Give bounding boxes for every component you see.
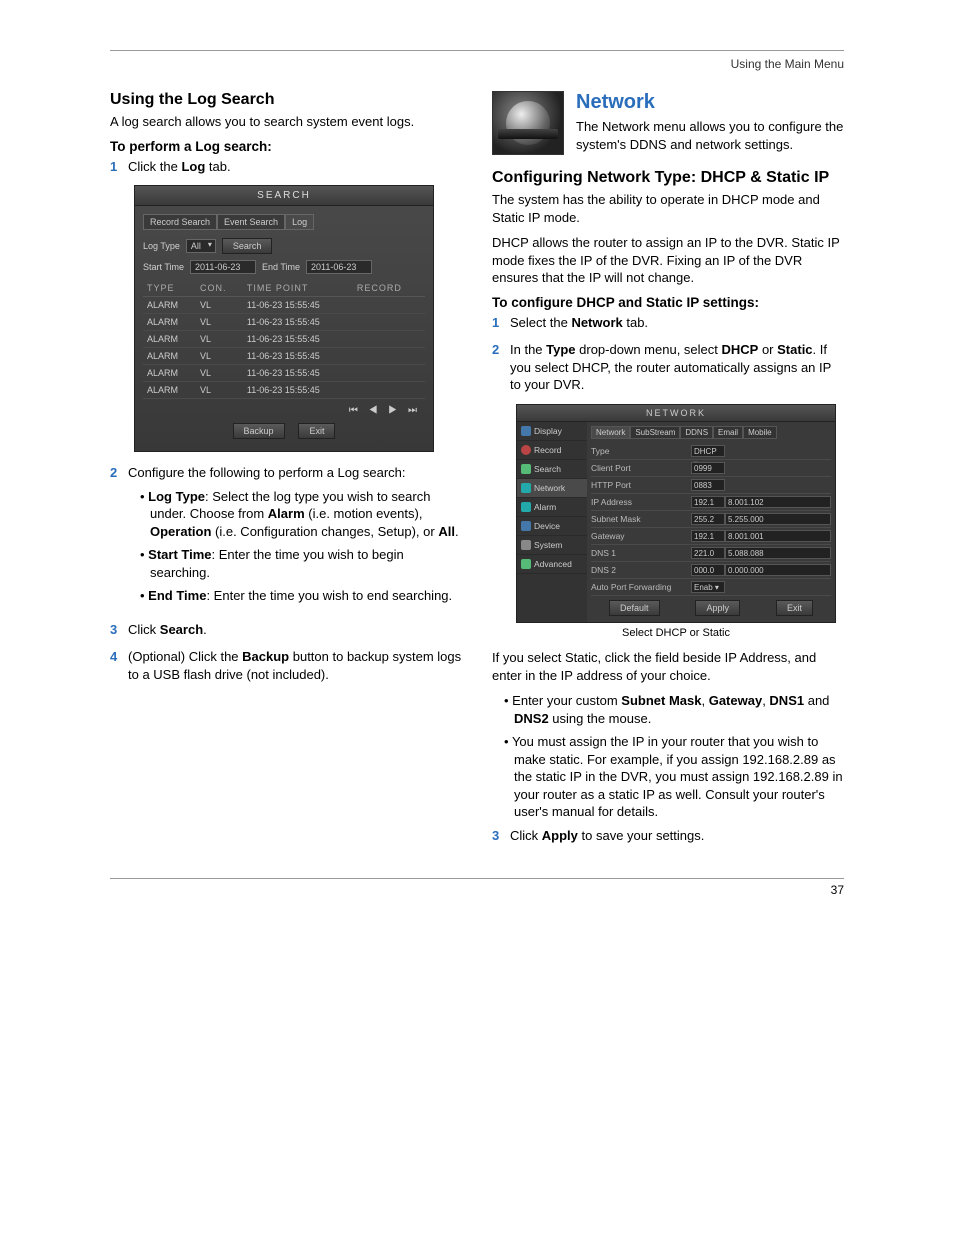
network-row: DNS 1221.05.088.088 xyxy=(591,545,831,562)
network-row: Auto Port ForwardingEnab ▾ xyxy=(591,579,831,596)
network-shot-title: NETWORK xyxy=(517,405,835,422)
table-row: ALARMVL11-06-23 15:55:45 xyxy=(143,314,425,331)
bullet-router: You must assign the IP in your router th… xyxy=(504,733,844,821)
ntab-mobile[interactable]: Mobile xyxy=(743,426,777,439)
search-screenshot: SEARCH Record Search Event Search Log Lo… xyxy=(134,185,434,452)
net-input[interactable]: 221.0 xyxy=(691,547,725,559)
rstep2: In the Type drop-down menu, select DHCP … xyxy=(510,341,844,394)
step-num: 2 xyxy=(492,341,510,394)
logtype-label: Log Type xyxy=(143,241,180,251)
table-row: ALARMVL11-06-23 15:55:45 xyxy=(143,331,425,348)
log-search-heading: Using the Log Search xyxy=(110,91,462,109)
net-input[interactable]: 8.001.001 xyxy=(725,530,831,542)
net-input[interactable]: 192.1 xyxy=(691,496,725,508)
dhcp-sub: To configure DHCP and Static IP settings… xyxy=(492,295,844,310)
sidebar-item-device[interactable]: Device xyxy=(517,517,587,536)
search-title: SEARCH xyxy=(135,186,433,206)
ntab-network[interactable]: Network xyxy=(591,426,630,439)
network-tabs: Network SubStream DDNS Email Mobile xyxy=(591,426,831,439)
ntab-ddns[interactable]: DDNS xyxy=(680,426,713,439)
log-table: TYPE CON. TIME POINT RECORD ALARMVL11-06… xyxy=(143,280,425,399)
ntab-substream[interactable]: SubStream xyxy=(630,426,680,439)
step-num: 2 xyxy=(110,464,128,611)
sidebar-item-system[interactable]: System xyxy=(517,536,587,555)
step3: Click Search. xyxy=(128,621,462,639)
network-row: Gateway192.18.001.001 xyxy=(591,528,831,545)
log-search-intro: A log search allows you to search system… xyxy=(110,113,462,131)
net-input[interactable]: DHCP ▾ xyxy=(691,445,725,457)
step-num: 1 xyxy=(110,158,128,176)
network-heading: Network xyxy=(576,91,844,114)
page-number: 37 xyxy=(110,883,844,897)
apply-button[interactable]: Apply xyxy=(695,600,740,616)
step1: Click the Log tab. xyxy=(128,158,462,176)
dhcp-p1: The system has the ability to operate in… xyxy=(492,191,844,226)
net-input[interactable]: 000.0 xyxy=(691,564,725,576)
logtype-select[interactable]: All xyxy=(186,239,216,253)
step-num: 4 xyxy=(110,648,128,683)
header-right: Using the Main Menu xyxy=(110,57,844,71)
sidebar-item-search[interactable]: Search xyxy=(517,460,587,479)
net-input[interactable]: 0.000.000 xyxy=(725,564,831,576)
net-input[interactable]: 5.255.000 xyxy=(725,513,831,525)
table-row: ALARMVL11-06-23 15:55:45 xyxy=(143,365,425,382)
dhcp-p2: DHCP allows the router to assign an IP t… xyxy=(492,234,844,287)
step2: Configure the following to perform a Log… xyxy=(128,464,462,611)
network-row: TypeDHCP ▾ xyxy=(591,443,831,460)
bullet-custom: Enter your custom Subnet Mask, Gateway, … xyxy=(504,692,844,727)
net-input[interactable]: 0999 xyxy=(691,462,725,474)
search-tabs: Record Search Event Search Log xyxy=(143,214,425,230)
ntab-email[interactable]: Email xyxy=(713,426,743,439)
sidebar-item-advanced[interactable]: Advanced xyxy=(517,555,587,574)
exit-button[interactable]: Exit xyxy=(298,423,335,439)
net-input[interactable]: 0883 xyxy=(691,479,725,491)
start-label: Start Time xyxy=(143,262,184,272)
net-input[interactable]: 255.2 xyxy=(691,513,725,525)
sidebar-item-record[interactable]: Record xyxy=(517,441,587,460)
network-icon xyxy=(492,91,564,155)
table-row: ALARMVL11-06-23 15:55:45 xyxy=(143,297,425,314)
step-num: 1 xyxy=(492,314,510,332)
net-input[interactable]: Enab ▾ xyxy=(691,581,725,593)
network-screenshot: NETWORK DisplayRecordSearchNetworkAlarmD… xyxy=(516,404,836,623)
network-row: IP Address192.18.001.102 xyxy=(591,494,831,511)
network-row: DNS 2000.00.000.000 xyxy=(591,562,831,579)
rstep1: Select the Network tab. xyxy=(510,314,844,332)
rstep3: Click Apply to save your settings. xyxy=(510,827,844,845)
end-label: End Time xyxy=(262,262,300,272)
net-input[interactable]: 192.1 xyxy=(691,530,725,542)
tab-event-search[interactable]: Event Search xyxy=(217,214,285,230)
tab-log[interactable]: Log xyxy=(285,214,314,230)
network-row: Client Port0999 xyxy=(591,460,831,477)
exit-button-net[interactable]: Exit xyxy=(776,600,813,616)
static-p: If you select Static, click the field be… xyxy=(492,649,844,684)
network-row: HTTP Port0883 xyxy=(591,477,831,494)
sidebar-item-display[interactable]: Display xyxy=(517,422,587,441)
tab-record-search[interactable]: Record Search xyxy=(143,214,217,230)
pager[interactable]: ⏮ ◀ ▶ ⏭ xyxy=(143,399,425,422)
default-button[interactable]: Default xyxy=(609,600,660,616)
sidebar-item-alarm[interactable]: Alarm xyxy=(517,498,587,517)
table-row: ALARMVL11-06-23 15:55:45 xyxy=(143,382,425,399)
log-search-sub: To perform a Log search: xyxy=(110,139,462,154)
net-input[interactable]: 8.001.102 xyxy=(725,496,831,508)
search-button[interactable]: Search xyxy=(222,238,273,254)
sidebar-item-network[interactable]: Network xyxy=(517,479,587,498)
network-intro: The Network menu allows you to configure… xyxy=(576,118,844,153)
dhcp-heading: Configuring Network Type: DHCP & Static … xyxy=(492,169,844,187)
step-num: 3 xyxy=(492,827,510,845)
start-input[interactable]: 2011-06-23 xyxy=(190,260,256,274)
step-num: 3 xyxy=(110,621,128,639)
table-row: ALARMVL11-06-23 15:55:45 xyxy=(143,348,425,365)
net-input[interactable]: 5.088.088 xyxy=(725,547,831,559)
step4: (Optional) Click the Backup button to ba… xyxy=(128,648,462,683)
backup-button[interactable]: Backup xyxy=(233,423,285,439)
network-row: Subnet Mask255.25.255.000 xyxy=(591,511,831,528)
end-input[interactable]: 2011-06-23 xyxy=(306,260,372,274)
network-caption: Select DHCP or Static xyxy=(516,627,836,639)
